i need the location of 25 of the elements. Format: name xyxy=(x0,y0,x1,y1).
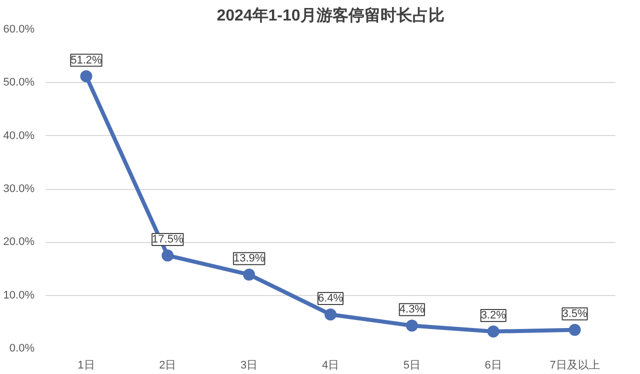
point xyxy=(406,320,418,332)
y-tick-label: 20.0% xyxy=(3,236,35,248)
y-tick-label: 0.0% xyxy=(9,342,35,354)
y-tick-label: 10.0% xyxy=(3,289,35,302)
y-tick-label: 30.0% xyxy=(3,183,35,195)
point xyxy=(568,324,581,336)
x-tick-label: 7日及以上 xyxy=(550,358,600,372)
x-tick-label: 6日 xyxy=(484,360,502,372)
point xyxy=(162,249,174,262)
y-tick-label: 60.0% xyxy=(3,24,35,36)
point xyxy=(324,308,336,320)
y-tick-label: 40.0% xyxy=(3,130,35,142)
y-tick-label: 50.0% xyxy=(3,76,35,89)
point xyxy=(243,268,256,281)
x-tick-label: 5日 xyxy=(403,360,420,372)
x-tick-label: 4日 xyxy=(322,360,340,372)
point xyxy=(487,326,500,338)
x-tick-label: 1日 xyxy=(78,360,95,372)
data-label: 3.5% xyxy=(562,308,588,320)
data-label: 17.5% xyxy=(152,233,184,246)
point xyxy=(80,70,92,82)
chart-title: 2024年1-10月游客停留时长占比 xyxy=(216,6,444,24)
x-tick-label: 3日 xyxy=(240,360,258,372)
data-label: 51.2% xyxy=(70,54,102,66)
x-tick-label: 2日 xyxy=(159,360,176,372)
